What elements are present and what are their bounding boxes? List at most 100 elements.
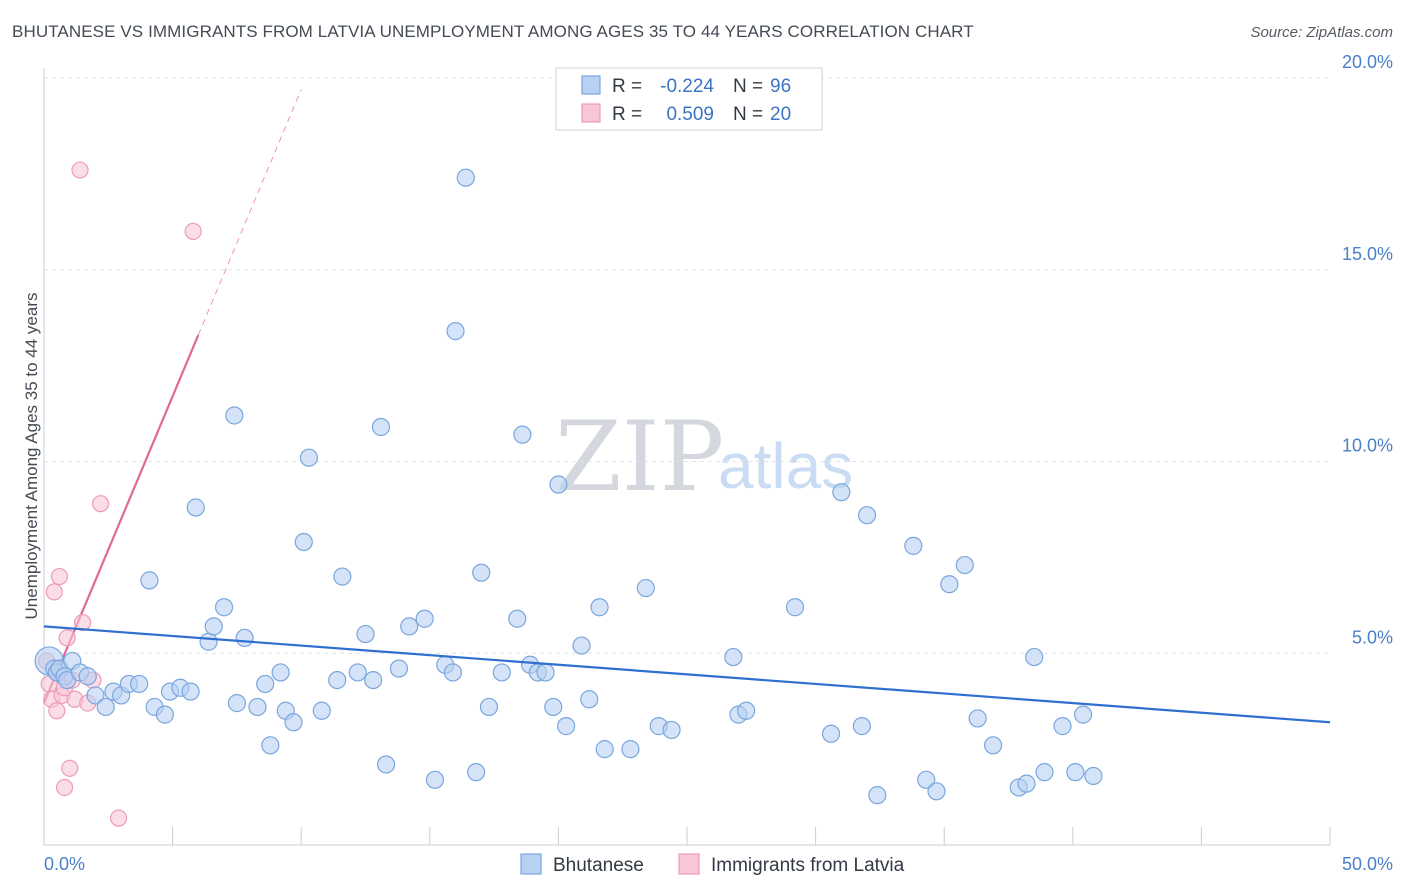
stats-r-value-bhutanese: -0.224 (660, 76, 714, 97)
bhutanese-point (415, 609, 434, 628)
bhutanese-point (248, 697, 267, 717)
bhutanese-point (549, 475, 568, 494)
bhutanese-point (284, 713, 303, 732)
watermark-atlas: atlas (718, 430, 853, 502)
bhutanese-point (1017, 774, 1036, 793)
bhutanese-point (389, 659, 409, 678)
stats-r-label-bhutanese: R = (612, 76, 642, 97)
latvia-trend (42, 89, 302, 704)
stats-r-label-latvia: R = (612, 104, 642, 125)
bhutanese-point (968, 709, 987, 728)
stats-swatch-bhutanese (581, 75, 601, 95)
bhutanese-point (364, 670, 383, 690)
bhutanese-point (204, 617, 223, 636)
latvia-point (73, 613, 92, 632)
x-tick-label-max: 50.0% (1342, 854, 1393, 874)
bhutanese-point (235, 628, 254, 648)
chart-title: BHUTANESE VS IMMIGRANTS FROM LATVIA UNEM… (12, 22, 974, 41)
bhutanese-point (1084, 766, 1103, 786)
bhutanese-point (1035, 763, 1054, 782)
legend-swatch-bhutanese[interactable] (520, 853, 542, 875)
bhutanese-point (479, 697, 499, 717)
legend-label-bhutanese[interactable]: Bhutanese (553, 855, 644, 876)
stats-n-label-bhutanese: N = (733, 76, 763, 97)
bhutanese-point (544, 697, 563, 717)
stats-n-value-bhutanese: 96 (770, 76, 791, 97)
bhutanese-point (1053, 717, 1072, 736)
bhutanese-point (904, 536, 923, 555)
bhutanese-point (983, 736, 1003, 755)
bhutanese-point (868, 786, 887, 805)
bhutanese-point (513, 425, 532, 444)
bhutanese-point (821, 724, 841, 743)
bhutanese-point (130, 674, 149, 694)
bhutanese-point (1066, 763, 1085, 782)
y-tick-label-0: 5.0% (1352, 627, 1393, 647)
latvia-point (91, 495, 110, 513)
bhutanese-point (927, 782, 946, 801)
bhutanese-point (86, 686, 105, 705)
bhutanese-point (940, 575, 959, 594)
bhutanese-point (536, 663, 555, 682)
bhutanese-point (186, 498, 205, 517)
latvia-point (45, 583, 63, 601)
bhutanese-point (294, 532, 313, 552)
latvia-point (71, 161, 89, 179)
bhutanese-point (724, 647, 743, 667)
watermark-zip: ZIP (555, 401, 724, 513)
bhutanese-point (590, 598, 609, 617)
bhutanese-point (955, 555, 974, 575)
y-tick-label-3: 20.0% (1342, 52, 1393, 72)
bhutanese-point (443, 663, 463, 682)
x-tick-label-min: 0.0% (44, 854, 85, 874)
bhutanese-point (140, 571, 159, 590)
latvia-point (109, 809, 128, 827)
bhutanese-point (472, 563, 491, 582)
bhutanese-point (78, 667, 97, 686)
bhutanese-point (832, 483, 851, 502)
bhutanese-point (446, 322, 465, 341)
bhutanese-point (348, 663, 367, 682)
bhutanese-point (595, 740, 614, 759)
legend-swatch-latvia[interactable] (678, 853, 700, 875)
y-axis-label: Unemployment Among Ages 35 to 44 years (22, 293, 41, 620)
bhutanese-point (199, 632, 218, 651)
latvia-points (37, 161, 202, 827)
bhutanese-point (425, 770, 445, 789)
bhutanese-trend-line (43, 625, 1331, 724)
source-label: Source: ZipAtlas.com (1250, 24, 1393, 41)
latvia-point (48, 702, 66, 720)
bhutanese-trend (43, 625, 1331, 724)
series-legend: Bhutanese Immigrants from Latvia (520, 853, 905, 876)
bhutanese-point (662, 720, 681, 740)
y-tick-labels: 5.0% 10.0% 15.0% 20.0% (1342, 52, 1393, 647)
stats-r-value-latvia: 0.509 (666, 104, 714, 125)
bhutanese-point (785, 598, 805, 617)
latvia-point (58, 629, 76, 647)
bhutanese-points (34, 168, 1103, 805)
bhutanese-point (371, 417, 391, 437)
latvia-point (184, 222, 202, 240)
bhutanese-point (1025, 647, 1044, 667)
bhutanese-point (227, 694, 246, 713)
legend-label-latvia[interactable]: Immigrants from Latvia (711, 855, 905, 876)
bhutanese-point (181, 682, 200, 701)
bhutanese-point (857, 506, 877, 525)
stats-n-label-latvia: N = (733, 104, 763, 125)
bhutanese-point (621, 740, 640, 759)
y-tick-label-2: 15.0% (1342, 244, 1393, 264)
bhutanese-point (328, 670, 347, 690)
bhutanese-point (492, 663, 511, 682)
bhutanese-point (155, 705, 174, 724)
stats-n-value-latvia: 20 (770, 104, 791, 125)
bhutanese-point (508, 609, 527, 628)
bhutanese-point (225, 406, 244, 425)
bhutanese-point (852, 717, 871, 736)
bhutanese-point (557, 717, 576, 736)
bhutanese-point (400, 617, 419, 636)
bhutanese-point (333, 567, 352, 586)
latvia-point (55, 778, 74, 797)
stats-swatch-latvia (581, 103, 601, 123)
latvia-point (50, 567, 69, 586)
